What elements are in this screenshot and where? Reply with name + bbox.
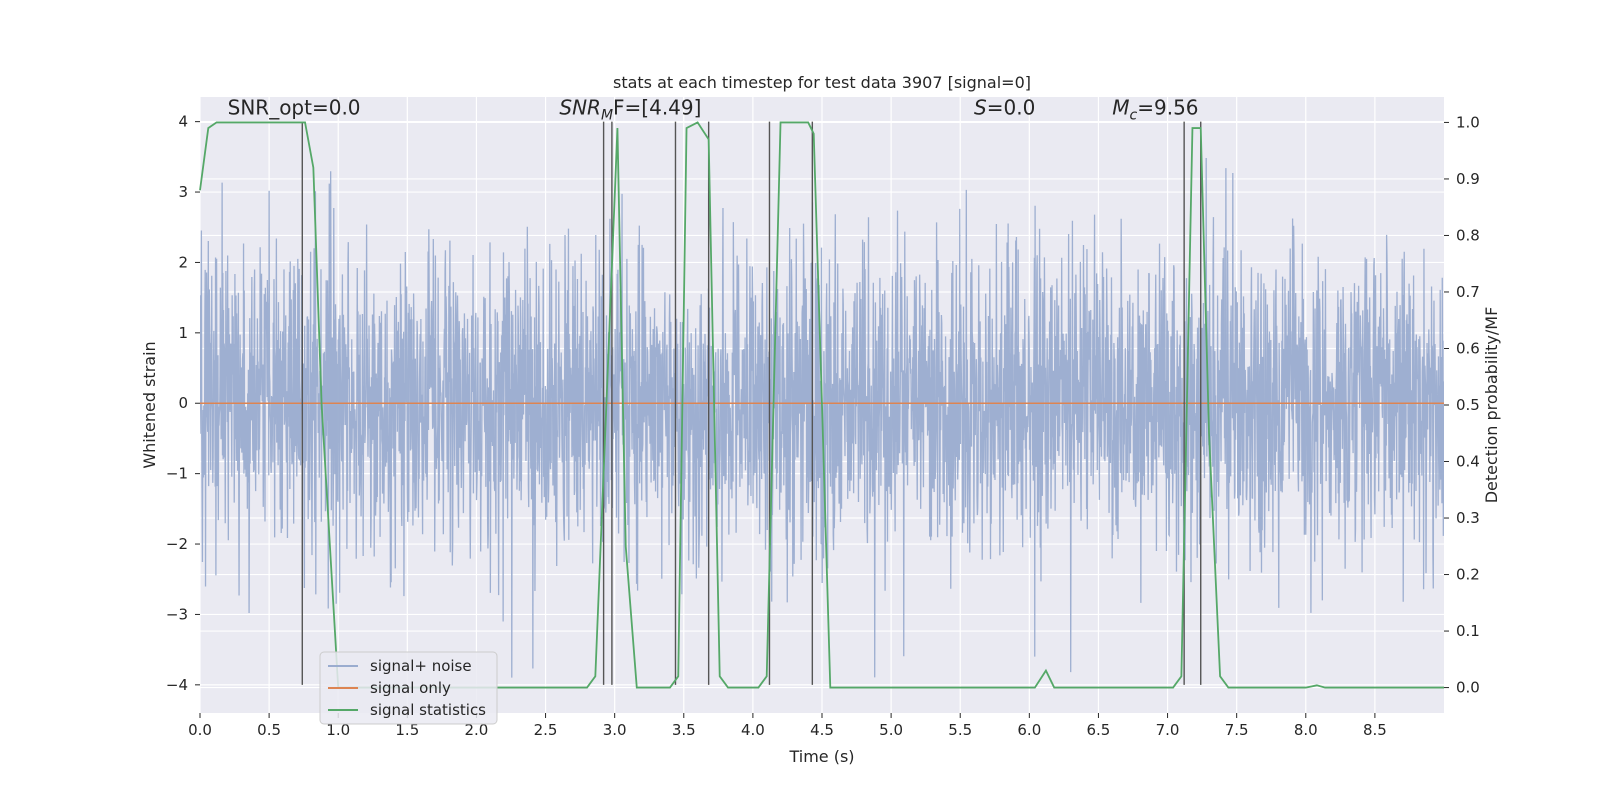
y-tick-label-right: 0.6 xyxy=(1456,339,1480,357)
y-tick-label-left: 2 xyxy=(178,253,188,271)
legend-box xyxy=(319,651,498,725)
y-tick-label-right: 0.4 xyxy=(1456,453,1480,471)
annotation-text: SNR_opt=0.0 xyxy=(228,96,361,120)
y-tick-label-left: 4 xyxy=(178,113,188,131)
x-tick-label: 3.5 xyxy=(672,721,696,739)
y-tick-label-left: 1 xyxy=(178,324,188,342)
x-tick-label: 2.5 xyxy=(534,721,558,739)
y-tick-label-right: 0.7 xyxy=(1456,283,1480,301)
legend-label: signal+ noise xyxy=(370,657,472,675)
y-tick-label-left: −3 xyxy=(166,605,188,623)
x-tick-label: 3.0 xyxy=(603,721,627,739)
annotation-text: S=0.0 xyxy=(974,96,1035,120)
y-tick-label-left: −2 xyxy=(166,535,188,553)
x-tick-label: 1.5 xyxy=(395,721,419,739)
y-tick-label-right: 0.5 xyxy=(1456,396,1480,414)
annotation-text: SNRMF=[4.49] xyxy=(559,96,701,124)
x-tick-label: 1.0 xyxy=(326,721,350,739)
y-tick-label-right: 1.0 xyxy=(1456,113,1480,131)
legend: signal+ noise signal only signal statistic… xyxy=(319,651,498,725)
y-axis-label-right: Detection probability/MF xyxy=(1482,307,1501,504)
x-tick-label: 8.5 xyxy=(1363,721,1387,739)
x-tick-label: 6.0 xyxy=(1017,721,1041,739)
chart-title: stats at each timestep for test data 390… xyxy=(613,73,1031,92)
y-tick-label-left: −4 xyxy=(166,676,188,694)
x-tick-label: 7.0 xyxy=(1156,721,1180,739)
y-tick-label-right: 0.1 xyxy=(1456,622,1480,640)
x-tick-label: 2.0 xyxy=(465,721,489,739)
y-tick-label-right: 0.8 xyxy=(1456,226,1480,244)
x-tick-label: 6.5 xyxy=(1087,721,1111,739)
x-tick-label: 7.5 xyxy=(1225,721,1249,739)
y-tick-label-right: 0.2 xyxy=(1456,566,1480,584)
annotation-value: =0.0 xyxy=(987,96,1036,120)
y-tick-label-right: 0.0 xyxy=(1456,679,1480,697)
x-axis-label: Time (s) xyxy=(788,747,854,766)
y-tick-label-left: 3 xyxy=(178,183,188,201)
annotation-symbol: SNR xyxy=(559,96,601,120)
annotation-text: Mc=9.56 xyxy=(1112,96,1198,124)
statistics-line xyxy=(199,121,1444,689)
annotation-value: F=[4.49] xyxy=(613,96,701,120)
annotation-subscript: M xyxy=(601,108,613,124)
annotation-symbol: SNR_opt=0.0 xyxy=(228,96,361,120)
annotations: SNR_opt=0.0 SNRMF=[4.49] S=0.0 Mc=9.56 xyxy=(228,96,1199,124)
x-tick-label: 5.5 xyxy=(948,721,972,739)
annotation-value: =9.56 xyxy=(1137,96,1198,120)
legend-label: signal statistics xyxy=(370,701,486,719)
y-tick-label-left: 0 xyxy=(178,394,188,412)
ticks: 0.0 0.5 1.0 1.5 2.0 2.5 3.0 3.5 4.0 4.5 5.0 5.5 6.0 6… xyxy=(166,113,1480,739)
x-tick-label: 8.0 xyxy=(1294,721,1318,739)
annotation-symbol: S xyxy=(974,96,987,120)
legend-label: signal only xyxy=(370,679,451,697)
statistics-series xyxy=(199,121,1444,689)
annotation-symbol: M xyxy=(1112,96,1129,120)
noise-line xyxy=(200,158,1444,678)
x-tick-label: 0.0 xyxy=(188,721,212,739)
annotation-subscript: c xyxy=(1130,108,1138,124)
x-tick-label: 0.5 xyxy=(257,721,281,739)
x-tick-label: 5.0 xyxy=(879,721,903,739)
y-axis-label-left: Whitened strain xyxy=(140,341,159,468)
y-tick-label-right: 0.3 xyxy=(1456,509,1480,527)
y-tick-label-left: −1 xyxy=(166,465,188,483)
y-tick-label-right: 0.9 xyxy=(1456,170,1480,188)
vertical-markers xyxy=(301,121,1202,685)
noise-series xyxy=(200,158,1444,678)
x-tick-label: 4.5 xyxy=(810,721,834,739)
x-tick-label: 4.0 xyxy=(741,721,765,739)
